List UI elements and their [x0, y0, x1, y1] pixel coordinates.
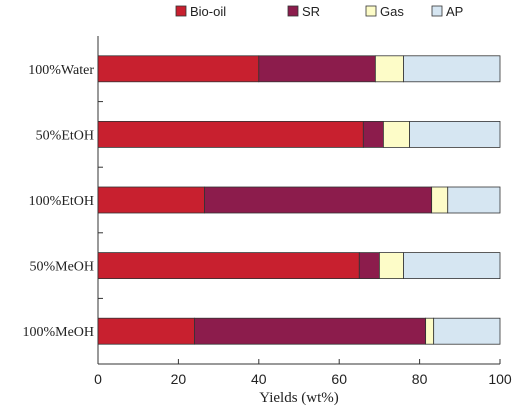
bar-100pct-etoh-ap: [447, 186, 501, 214]
bar-100pct-water-ap: [403, 55, 501, 83]
bar-50pct-etoh-bio-oil: [97, 121, 364, 148]
legend-label-gas: Gas: [380, 4, 404, 19]
x-tick-label-100: 100: [488, 371, 512, 387]
bar-100pct-etoh-gas: [431, 186, 449, 214]
bar-100pct-meoh-gas: [425, 317, 435, 345]
bar-100pct-water-gas: [374, 55, 404, 83]
bar-50pct-etoh-sr: [362, 121, 384, 148]
x-tick-label-20: 20: [171, 371, 187, 387]
legend-label-sr: SR: [302, 4, 320, 19]
bar-100pct-etoh-sr: [204, 186, 433, 214]
x-tick-label-60: 60: [331, 371, 347, 387]
legend-label-bio-oil: Bio-oil: [190, 4, 226, 19]
category-label-100pct-water: 100%Water: [28, 63, 94, 78]
legend-label-ap: AP: [446, 4, 463, 19]
bar-50pct-meoh-ap: [403, 252, 501, 280]
legend-swatch-bio-oil: [175, 5, 187, 17]
legend-swatch-ap: [431, 5, 443, 17]
category-label-100pct-meoh: 100%MeOH: [22, 325, 94, 340]
bar-100pct-meoh-ap: [433, 317, 501, 345]
category-label-50pct-meoh: 50%MeOH: [29, 260, 94, 275]
x-axis-title: Yields (wt%): [259, 390, 339, 406]
legend: Bio-oil SR Gas AP: [175, 4, 463, 19]
x-tick-label-40: 40: [251, 371, 267, 387]
bar-100pct-etoh-bio-oil: [97, 186, 205, 214]
category-labels: 100%Water 50%EtOH 100%EtOH 50%MeOH 100%MeOH: [22, 63, 94, 340]
legend-swatch-gas: [365, 5, 377, 17]
x-axis: 0 20 40 60 80 100: [94, 359, 512, 387]
bar-100pct-water-sr: [258, 55, 376, 83]
plot-area: [97, 36, 501, 364]
category-label-50pct-etoh: 50%EtOH: [36, 128, 94, 143]
bar-50pct-meoh-gas: [378, 252, 404, 280]
bar-100pct-water-bio-oil: [97, 55, 260, 83]
x-tick-label-80: 80: [412, 371, 428, 387]
category-label-100pct-etoh: 100%EtOH: [29, 194, 94, 209]
bar-50pct-etoh-ap: [409, 121, 501, 148]
x-tick-label-0: 0: [94, 371, 102, 387]
bar-100pct-meoh-bio-oil: [97, 317, 195, 345]
bar-50pct-meoh-bio-oil: [97, 252, 360, 280]
bar-100pct-meoh-sr: [194, 317, 427, 345]
legend-swatch-sr: [287, 5, 299, 17]
bar-50pct-meoh-sr: [358, 252, 380, 280]
bar-50pct-etoh-gas: [383, 121, 410, 148]
